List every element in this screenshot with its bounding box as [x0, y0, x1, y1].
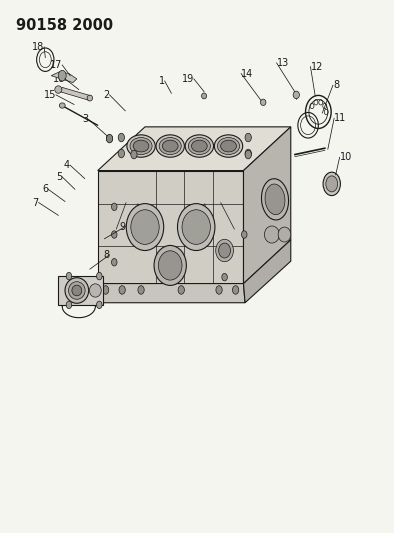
- Circle shape: [112, 259, 117, 266]
- Circle shape: [245, 133, 251, 142]
- Ellipse shape: [65, 278, 89, 303]
- Circle shape: [112, 231, 117, 238]
- Text: 3: 3: [82, 115, 89, 124]
- Ellipse shape: [221, 140, 236, 152]
- Circle shape: [131, 150, 137, 159]
- Ellipse shape: [216, 239, 233, 262]
- Circle shape: [178, 286, 184, 294]
- Ellipse shape: [156, 135, 184, 157]
- Polygon shape: [91, 284, 245, 303]
- Ellipse shape: [55, 86, 62, 93]
- Circle shape: [112, 203, 117, 211]
- Circle shape: [222, 273, 227, 281]
- Circle shape: [245, 149, 251, 158]
- Text: 2: 2: [103, 90, 110, 100]
- Circle shape: [106, 134, 113, 143]
- Circle shape: [66, 301, 72, 309]
- Ellipse shape: [185, 135, 214, 157]
- Ellipse shape: [159, 138, 181, 155]
- Text: 11: 11: [334, 114, 346, 123]
- Text: 8: 8: [103, 250, 110, 260]
- Ellipse shape: [214, 135, 243, 157]
- Circle shape: [242, 231, 247, 238]
- Text: 4: 4: [64, 160, 70, 170]
- Polygon shape: [243, 240, 291, 303]
- Circle shape: [216, 286, 222, 294]
- Text: 8: 8: [333, 80, 339, 90]
- Text: 18: 18: [32, 42, 44, 52]
- Ellipse shape: [162, 140, 178, 152]
- Circle shape: [138, 286, 144, 294]
- Circle shape: [326, 176, 338, 192]
- Ellipse shape: [126, 204, 164, 251]
- Ellipse shape: [59, 103, 65, 108]
- Text: 1: 1: [158, 76, 165, 86]
- Polygon shape: [58, 276, 103, 305]
- Ellipse shape: [262, 179, 288, 220]
- Text: 15: 15: [44, 90, 56, 100]
- Text: 17: 17: [50, 60, 62, 70]
- Ellipse shape: [87, 95, 93, 101]
- Text: 19: 19: [182, 74, 194, 84]
- Circle shape: [118, 133, 125, 142]
- Circle shape: [97, 272, 102, 280]
- Ellipse shape: [127, 135, 155, 157]
- Ellipse shape: [278, 227, 291, 242]
- Ellipse shape: [177, 204, 215, 251]
- Ellipse shape: [219, 243, 230, 258]
- Ellipse shape: [89, 284, 101, 297]
- Circle shape: [66, 272, 72, 280]
- Polygon shape: [51, 72, 77, 83]
- Text: 14: 14: [241, 69, 253, 78]
- Circle shape: [97, 301, 102, 309]
- Circle shape: [323, 172, 340, 196]
- Text: 90158 2000: 90158 2000: [16, 18, 113, 33]
- Ellipse shape: [133, 140, 149, 152]
- Circle shape: [245, 150, 251, 159]
- Text: 6: 6: [42, 184, 48, 194]
- Text: 5: 5: [56, 172, 62, 182]
- Circle shape: [118, 149, 125, 158]
- Text: 13: 13: [277, 58, 289, 68]
- Text: 10: 10: [340, 152, 352, 162]
- Ellipse shape: [130, 138, 152, 155]
- Ellipse shape: [188, 138, 210, 155]
- Circle shape: [119, 286, 125, 294]
- Polygon shape: [98, 127, 291, 171]
- Circle shape: [102, 286, 109, 294]
- Polygon shape: [60, 87, 91, 100]
- Ellipse shape: [154, 245, 186, 286]
- Ellipse shape: [158, 251, 182, 280]
- Ellipse shape: [191, 140, 207, 152]
- Circle shape: [232, 286, 239, 294]
- Text: 9: 9: [119, 222, 125, 231]
- Circle shape: [58, 70, 66, 81]
- Ellipse shape: [265, 184, 285, 215]
- Polygon shape: [98, 171, 243, 284]
- Text: 16: 16: [53, 74, 65, 84]
- Ellipse shape: [260, 99, 266, 106]
- Ellipse shape: [201, 93, 206, 99]
- Polygon shape: [243, 127, 291, 284]
- Ellipse shape: [106, 135, 113, 142]
- Ellipse shape: [72, 285, 82, 296]
- Text: 7: 7: [32, 198, 39, 207]
- Ellipse shape: [264, 226, 279, 243]
- Ellipse shape: [182, 210, 210, 245]
- Ellipse shape: [131, 210, 159, 245]
- Text: 12: 12: [310, 62, 323, 71]
- Ellipse shape: [217, 138, 240, 155]
- Ellipse shape: [293, 91, 299, 99]
- Ellipse shape: [69, 281, 85, 300]
